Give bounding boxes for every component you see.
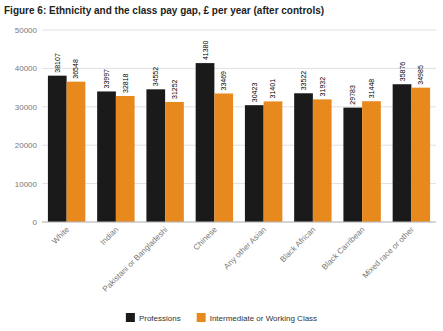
data-label: 34552 [152,67,159,87]
bar [411,88,430,222]
y-tick-label: 30000 [15,103,38,112]
data-label: 38107 [54,53,61,73]
bar [264,101,283,222]
x-tick-label: Black African [278,225,317,264]
bar [97,91,116,222]
bar [116,96,135,222]
bar [48,76,67,222]
grid-line [42,68,436,69]
legend-label: Intermediate or Working Class [210,314,317,323]
bar [245,105,264,222]
bar [362,101,381,222]
grid-line [42,30,436,31]
legend-swatch [197,313,206,322]
y-tick-label: 20000 [15,141,38,150]
x-tick-label: Any other Asian [222,225,268,271]
data-label: 31252 [171,79,178,99]
bar [294,93,313,222]
legend: Professions Intermediate or Working Class [126,313,317,323]
data-label: 41380 [202,41,209,61]
data-label: 33522 [300,71,307,91]
bar [313,99,332,222]
data-label: 31932 [319,77,326,97]
x-tick-label: Black Carribean [320,225,367,272]
data-label: 33997 [103,69,110,89]
grid-line [42,222,436,223]
bar [196,63,215,222]
bar [146,89,165,222]
data-label: 35876 [399,62,406,82]
x-tick-label: Pakistani or Bangladeshi [101,225,170,294]
x-tick-label: Indian [99,225,121,247]
data-label: 30423 [251,83,258,103]
y-tick-label: 50000 [15,26,38,35]
x-axis-line [42,222,436,223]
data-labels: 38107 33997 34552 41380 30423 33522 29783 35876… [54,41,424,105]
bar [67,82,86,222]
data-label: 34985 [417,65,424,85]
x-tick-label: Chinese [192,225,220,253]
chart-svg: Figure 6: Ethnicity and the class pay ga… [0,0,443,331]
data-label: 33469 [220,71,227,91]
title: Figure 6: Ethnicity and the class pay ga… [4,5,324,16]
data-label: 31448 [368,79,375,99]
y-tick-label: 0 [33,218,38,227]
y-tick-label: 10000 [15,180,38,189]
data-label: 32818 [122,73,129,93]
data-label: 31401 [269,79,276,99]
data-label: 29783 [349,85,356,105]
x-tick-label: White [50,225,71,246]
bar [393,84,412,222]
grid [42,30,436,222]
data-label: 36548 [72,59,79,79]
bar [214,93,233,222]
legend-label: Professions [139,314,181,323]
legend-swatch [126,313,135,322]
y-tick-label: 40000 [15,64,38,73]
x-tick-label: Mixed race or other [361,225,416,280]
bars [48,63,430,222]
bar [343,108,362,222]
chart-container: Figure 6: Ethnicity and the class pay ga… [0,0,443,331]
bar [165,102,184,222]
